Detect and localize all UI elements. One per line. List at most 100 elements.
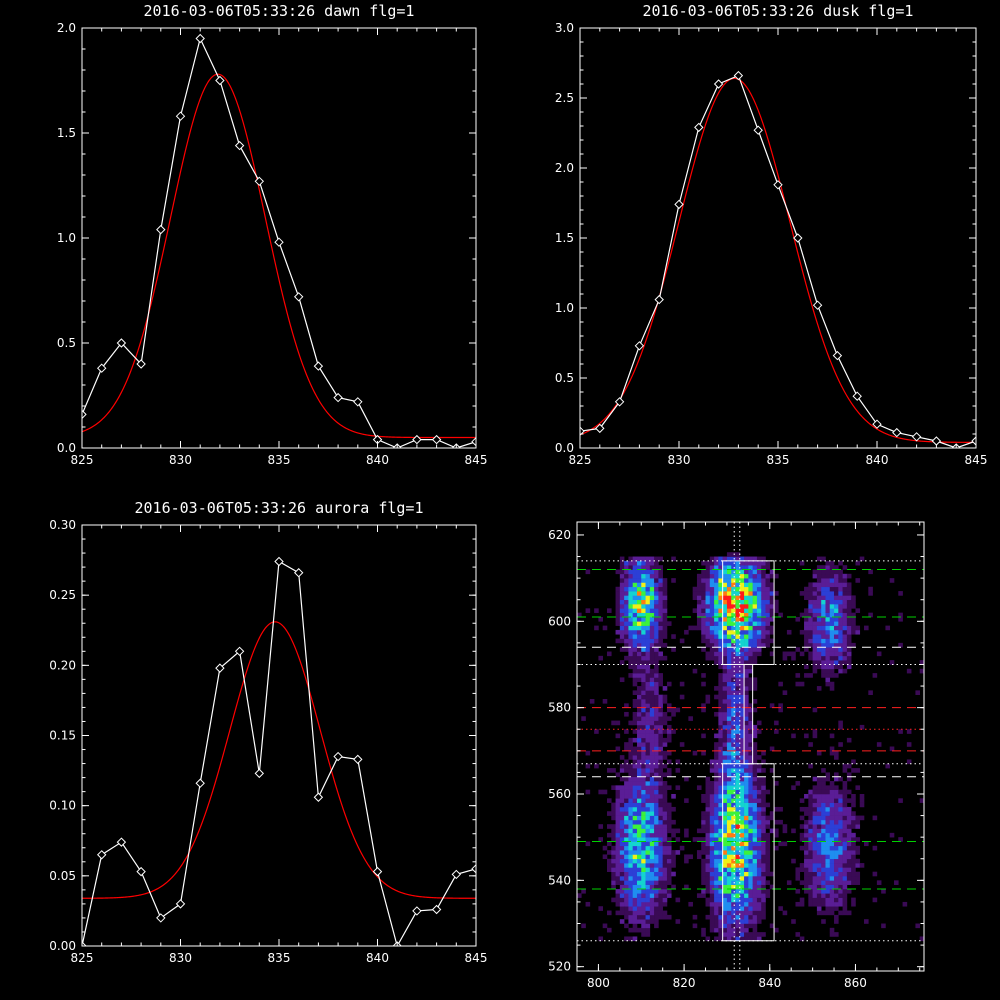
heatmap-cell bbox=[842, 802, 848, 808]
heatmap-cell bbox=[769, 638, 775, 644]
heatmap-cell bbox=[756, 837, 762, 842]
heatmap-cell bbox=[739, 565, 745, 570]
heatmap-cell bbox=[641, 793, 646, 799]
heatmap-cell bbox=[812, 651, 818, 657]
heatmap-cell bbox=[662, 785, 668, 790]
heatmap-cell bbox=[714, 858, 719, 864]
heatmap-cell bbox=[649, 888, 655, 894]
heatmap-cell bbox=[722, 871, 728, 877]
heatmap-cell bbox=[654, 737, 659, 743]
heatmap-cell bbox=[701, 828, 706, 834]
heatmap-cell bbox=[714, 768, 719, 773]
heatmap-cell bbox=[722, 867, 728, 872]
heatmap-cell bbox=[709, 811, 715, 816]
heatmap-cell bbox=[675, 897, 681, 903]
heatmap-cell bbox=[722, 845, 728, 851]
heatmap-cell bbox=[722, 772, 728, 778]
heatmap-cell bbox=[585, 569, 591, 575]
heatmap-cell bbox=[744, 845, 749, 851]
data-point bbox=[892, 427, 902, 438]
heatmap-cell bbox=[666, 768, 672, 773]
heatmap-cell bbox=[714, 647, 719, 652]
heatmap-cell bbox=[748, 681, 753, 687]
heatmap-cell bbox=[636, 604, 642, 609]
heatmap-cell bbox=[816, 750, 822, 756]
heatmap-cell bbox=[748, 910, 753, 916]
heatmap-cell bbox=[761, 582, 766, 588]
heatmap-cell bbox=[705, 884, 711, 890]
heatmap-cell bbox=[731, 772, 736, 778]
heatmap-cell bbox=[666, 733, 672, 739]
heatmap-cell bbox=[619, 880, 625, 885]
heatmap-cell bbox=[641, 876, 646, 881]
axes-group: 825 830 835 840 8450.000.050.100.150.200.250… bbox=[49, 518, 487, 965]
heatmap-cell bbox=[731, 828, 736, 834]
heatmap-cell bbox=[825, 832, 831, 838]
heatmap-cell bbox=[718, 621, 723, 626]
heatmap-cell bbox=[919, 660, 925, 665]
heatmap-cell bbox=[855, 578, 861, 583]
heatmap-cell bbox=[726, 910, 732, 916]
heatmap-cell bbox=[649, 616, 655, 622]
heatmap-cell bbox=[756, 806, 762, 812]
heatmap-cell bbox=[842, 781, 848, 786]
heatmap-cell bbox=[701, 629, 706, 635]
heatmap-cell bbox=[816, 845, 822, 851]
heatmap-cell bbox=[585, 841, 591, 847]
heatmap-cell bbox=[808, 845, 813, 851]
heatmap-cell bbox=[722, 608, 728, 613]
heatmap-cell bbox=[654, 560, 659, 566]
heatmap-cell bbox=[821, 586, 826, 592]
heatmap-cell bbox=[722, 651, 728, 657]
heatmap-cell bbox=[825, 793, 831, 799]
heatmap-cell bbox=[628, 815, 633, 821]
heatmap-cell bbox=[649, 647, 655, 652]
heatmap-cell bbox=[624, 604, 629, 609]
heatmap-cell bbox=[709, 573, 715, 579]
heatmap-cell bbox=[821, 638, 826, 644]
heatmap-cell bbox=[705, 599, 711, 605]
data-point bbox=[313, 792, 324, 802]
heatmap-cell bbox=[684, 629, 689, 635]
heatmap-cell bbox=[645, 919, 651, 924]
heatmap-cell bbox=[816, 906, 822, 911]
heatmap-cell bbox=[838, 591, 843, 596]
heatmap-cell bbox=[825, 815, 831, 821]
heatmap-cell bbox=[658, 694, 663, 700]
heatmap-cell bbox=[739, 793, 745, 799]
heatmap-cell bbox=[834, 789, 839, 795]
heatmap-cell bbox=[808, 629, 813, 635]
heatmap-cell bbox=[666, 703, 672, 708]
heatmap-cell bbox=[654, 750, 659, 756]
heatmap-cell bbox=[812, 660, 818, 665]
heatmap-cell bbox=[628, 664, 633, 670]
heatmap-cell bbox=[739, 642, 745, 648]
heatmap-cell bbox=[658, 742, 663, 747]
x-tick-label: 840 bbox=[758, 976, 781, 990]
heatmap-cell bbox=[812, 629, 818, 635]
heatmap-cell bbox=[658, 806, 663, 812]
heatmap-cell bbox=[816, 565, 822, 570]
heatmap-cell bbox=[594, 625, 599, 631]
heatmap-cell bbox=[731, 737, 736, 743]
heatmap-cell bbox=[744, 867, 749, 872]
heatmap-cell bbox=[649, 560, 655, 566]
heatmap-cell bbox=[619, 850, 625, 855]
heatmap-cell bbox=[718, 832, 723, 838]
heatmap-cell bbox=[744, 694, 749, 700]
heatmap-cell bbox=[744, 651, 749, 657]
heatmap-cell bbox=[632, 668, 638, 674]
heatmap-cell bbox=[632, 556, 638, 562]
heatmap-cell bbox=[821, 768, 826, 773]
heatmap-cell bbox=[735, 742, 741, 747]
heatmap-cell bbox=[842, 901, 848, 907]
heatmap-cell bbox=[628, 819, 633, 825]
heatmap-cell bbox=[641, 914, 646, 920]
heatmap-cell bbox=[731, 793, 736, 799]
heatmap-cell bbox=[624, 599, 629, 605]
heatmap-cell bbox=[756, 642, 762, 648]
heatmap-cell bbox=[624, 560, 629, 566]
heatmap-cell bbox=[851, 798, 856, 803]
heatmap-cell bbox=[816, 811, 822, 816]
heatmap-cell bbox=[722, 733, 728, 739]
